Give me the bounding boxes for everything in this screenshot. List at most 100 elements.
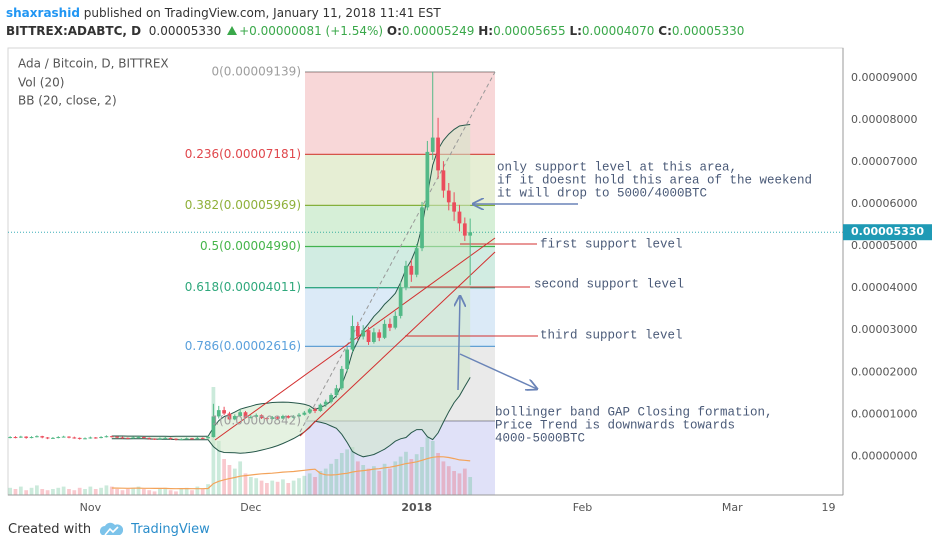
- candle-body: [265, 418, 269, 420]
- fib-label: 0.382(0.00005969): [185, 198, 301, 212]
- bb-lower: [111, 377, 471, 458]
- volume-bar: [216, 441, 221, 495]
- volume-bar: [281, 479, 285, 495]
- candle-body: [83, 438, 87, 440]
- candle-body: [195, 437, 200, 439]
- annotation: 4000-5000BTC: [495, 431, 585, 445]
- candle-body: [334, 388, 339, 395]
- annotation: if it doesnt hold this area of the weeke…: [497, 173, 812, 187]
- volume-bar: [248, 477, 253, 495]
- fib-label: 0.786(0.00002616): [185, 339, 301, 353]
- publish-line: shaxrashid published on TradingView.com,…: [6, 4, 926, 22]
- candle-body: [115, 436, 119, 438]
- volume-bar: [45, 490, 50, 495]
- logo: [100, 522, 124, 536]
- brand[interactable]: TradingView: [131, 521, 210, 537]
- volume-bar: [61, 486, 66, 495]
- volume-bar: [323, 468, 328, 495]
- ohlc-label: H:: [478, 24, 494, 38]
- y-tick-label: 0.00008000: [851, 113, 917, 126]
- candle-body: [13, 437, 18, 439]
- candle-body: [152, 438, 157, 440]
- symbol: BITTREX:ADABTC, D: [6, 24, 142, 38]
- ohlc-value: 0.00004070: [581, 24, 655, 38]
- trendline: [299, 251, 496, 437]
- volume-bar: [366, 468, 371, 495]
- candle-body: [372, 332, 376, 342]
- volume-ma: [111, 456, 471, 490]
- candle-body: [88, 437, 93, 439]
- volume-bar: [222, 459, 226, 495]
- volume-bar: [355, 461, 360, 495]
- candle-body: [425, 151, 430, 208]
- volume-bar: [254, 478, 259, 495]
- candle-body: [355, 326, 360, 337]
- candle-body: [420, 207, 424, 249]
- candle-body: [18, 436, 23, 438]
- volume-bar: [452, 471, 456, 495]
- candle-body: [468, 232, 473, 236]
- volume-bar: [184, 487, 189, 495]
- ohlc-label: C:: [658, 24, 672, 38]
- volume-bar: [13, 489, 18, 495]
- volume-bar: [259, 480, 264, 495]
- candle-body: [222, 410, 226, 414]
- annotation: bollinger band GAP Closing formation,: [495, 405, 773, 419]
- volume-bar: [56, 487, 61, 495]
- candle-body: [104, 436, 109, 438]
- y-tick-label: 0.00001000: [851, 407, 917, 420]
- x-tick-label: Mar: [722, 501, 743, 514]
- candle-body: [366, 330, 371, 342]
- candle-body: [77, 437, 82, 439]
- candle-body: [136, 437, 141, 439]
- candle-body: [318, 404, 323, 411]
- volume-bar: [174, 491, 178, 495]
- volume-bar: [270, 480, 275, 495]
- volume-bar: [51, 489, 55, 495]
- candle-body: [248, 416, 253, 418]
- axes: 0.00000000 0.00001000 0.00002000 0.00003000…: [8, 48, 932, 514]
- candle-body: [339, 368, 344, 389]
- volume-bar: [436, 453, 440, 495]
- candle-body: [120, 437, 125, 439]
- candle-body: [446, 190, 451, 203]
- trendline: [214, 237, 496, 441]
- ohlc-value: 0.00005655: [493, 24, 566, 38]
- volume-bar: [200, 489, 205, 495]
- candle-body: [163, 437, 168, 439]
- candle-body: [45, 437, 50, 439]
- annotation: third support level: [540, 328, 683, 342]
- fib-label: 1(0.00000842): [211, 413, 301, 427]
- y-tick-label: 0.00004000: [851, 281, 917, 294]
- arrow: [459, 353, 537, 389]
- candle-body: [462, 223, 467, 236]
- volume-bar: [115, 489, 119, 495]
- volume-bar: [468, 477, 473, 495]
- candle-body: [168, 437, 173, 439]
- ohlc-value: 0.00005330: [671, 24, 745, 38]
- candle-body: [211, 416, 216, 438]
- volume-bar: [109, 486, 114, 495]
- candle-body: [436, 137, 440, 171]
- last-price-label: 0.00005330: [851, 225, 924, 238]
- footer: Created with TradingView: [8, 521, 210, 537]
- candle-body: [93, 437, 98, 439]
- volume-bar: [409, 459, 414, 495]
- candle-body: [286, 416, 291, 418]
- volume-bar: [93, 489, 98, 495]
- candle-body: [109, 436, 114, 438]
- volume-bar: [18, 486, 23, 495]
- volume-bar: [393, 461, 398, 495]
- candle-body: [393, 315, 398, 328]
- volume-bar: [77, 487, 82, 495]
- volume-bar: [404, 451, 408, 495]
- annotation: only support level at this area,: [497, 160, 737, 174]
- candle-body: [227, 413, 232, 420]
- author[interactable]: shaxrashid: [6, 6, 80, 20]
- volume-bar: [179, 489, 184, 495]
- ohlc-label: L:: [569, 24, 582, 38]
- candle-body: [345, 349, 350, 369]
- candle-body: [125, 437, 130, 439]
- volume-bar: [8, 487, 13, 495]
- candle-body: [200, 437, 205, 439]
